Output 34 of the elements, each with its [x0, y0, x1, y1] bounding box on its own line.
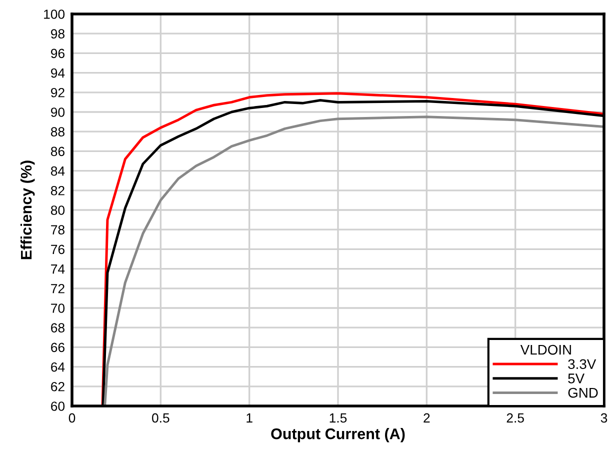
- y-tick-label: 68: [51, 323, 64, 333]
- y-tick-label: 98: [51, 29, 64, 39]
- y-tick-label: 76: [51, 244, 64, 254]
- legend-label: GND: [568, 388, 598, 398]
- x-tick-label: 0.5: [152, 413, 170, 423]
- y-tick-label: 66: [51, 342, 64, 352]
- y-tick-label: 88: [50, 127, 64, 137]
- y-tick-label: 100: [44, 10, 65, 19]
- y-tick-label: 82: [50, 186, 64, 196]
- y-tick-label: 60: [51, 402, 65, 411]
- x-tick-label: 3: [600, 413, 608, 423]
- x-tick-label: 2.5: [506, 413, 524, 423]
- y-tick-label: 62: [51, 382, 64, 392]
- y-tick-label: 92: [51, 88, 64, 98]
- y-tick-label: 80: [50, 206, 65, 215]
- y-tick-label: 94: [51, 68, 65, 78]
- y-tick-label: 64: [51, 362, 65, 372]
- y-axis-title: Efficiency (%): [20, 160, 35, 260]
- y-tick-label: 72: [51, 284, 64, 294]
- legend-label: 3.3V: [568, 359, 596, 370]
- x-axis-title: Output Current (A): [271, 428, 405, 442]
- y-tick-label: 70: [51, 304, 65, 313]
- x-tick-label: 0: [68, 413, 76, 423]
- legend-title: VLDOIN: [520, 344, 571, 355]
- x-tick-label: 1.5: [330, 413, 347, 423]
- legend-label: 5V: [568, 374, 585, 384]
- y-tick-label: 74: [51, 264, 65, 274]
- y-tick-label: 84: [50, 166, 65, 176]
- y-tick-label: 86: [50, 146, 64, 156]
- y-tick-label: 90: [51, 108, 65, 117]
- y-tick-label: 78: [51, 225, 64, 235]
- x-tick-label: 2: [424, 413, 430, 423]
- y-tick-label: 96: [51, 48, 64, 58]
- x-tick-label: 1: [246, 413, 252, 423]
